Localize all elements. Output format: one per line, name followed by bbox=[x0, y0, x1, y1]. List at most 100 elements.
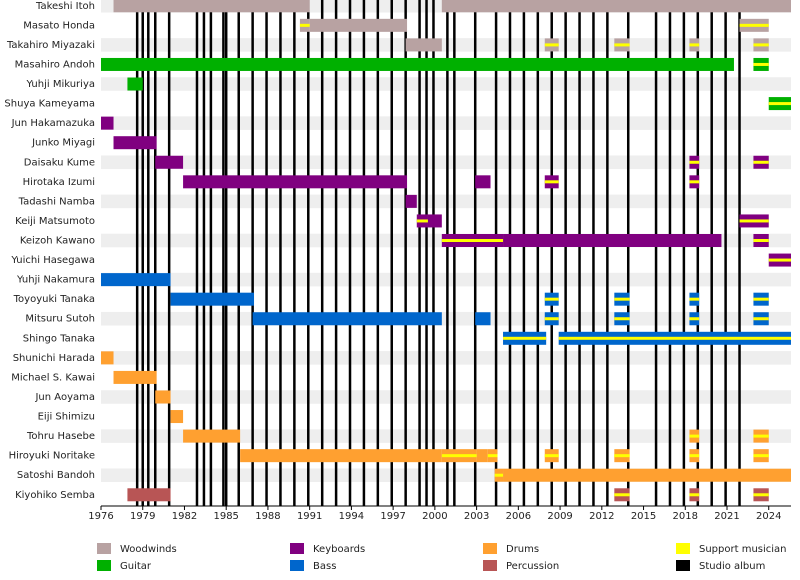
member-bar bbox=[101, 57, 734, 71]
legend-swatch bbox=[676, 560, 690, 571]
member-bar bbox=[475, 175, 491, 189]
member-bar bbox=[405, 38, 442, 52]
support-stripe bbox=[739, 219, 769, 223]
row-label: Tohru Hasebe bbox=[26, 431, 95, 442]
row-label: Masahiro Andoh bbox=[15, 59, 95, 70]
support-stripe bbox=[768, 102, 791, 106]
member-bar bbox=[155, 155, 184, 169]
x-tick-label: 2018 bbox=[673, 511, 698, 522]
row-label: Junko Miyagi bbox=[31, 138, 95, 149]
member-bar bbox=[503, 468, 791, 482]
row-label: Yuhji Mikuriya bbox=[25, 79, 95, 90]
legend-swatch bbox=[97, 543, 111, 554]
support-stripe bbox=[544, 317, 559, 321]
support-stripe bbox=[689, 297, 700, 301]
row-label: Yuichi Hasegawa bbox=[10, 255, 95, 266]
row-label: Daisaku Kume bbox=[24, 157, 95, 168]
support-stripe bbox=[441, 239, 504, 242]
row-band bbox=[101, 194, 791, 209]
legend-label: Support musician bbox=[699, 544, 787, 555]
row-label: Takahiro Miyazaki bbox=[6, 40, 95, 51]
row-label: Masato Honda bbox=[23, 20, 95, 31]
support-stripe bbox=[487, 454, 498, 458]
row-label: Tadashi Namba bbox=[18, 196, 95, 207]
row-label: Yuhji Nakamura bbox=[16, 275, 95, 286]
support-stripe bbox=[689, 43, 700, 47]
support-stripe bbox=[689, 160, 700, 164]
support-stripe bbox=[503, 336, 547, 340]
x-tick-label: 2015 bbox=[631, 511, 656, 522]
member-bar bbox=[476, 449, 488, 463]
member-bar bbox=[155, 390, 171, 404]
member-bar bbox=[252, 312, 442, 326]
member-bar bbox=[101, 351, 114, 365]
member-bar bbox=[183, 175, 408, 189]
support-stripe bbox=[768, 258, 791, 262]
member-bar bbox=[127, 77, 143, 91]
member-bar bbox=[113, 370, 157, 384]
row-label: Jun Aoyama bbox=[34, 392, 95, 403]
member-bar bbox=[475, 312, 491, 326]
row-band bbox=[101, 116, 791, 130]
row-label: Shunichi Harada bbox=[13, 353, 95, 364]
row-label: Keiji Matsumoto bbox=[15, 216, 95, 227]
support-stripe bbox=[299, 23, 310, 27]
row-label: Hirotaka Izumi bbox=[23, 177, 95, 188]
support-stripe bbox=[614, 297, 630, 301]
support-stripe bbox=[544, 297, 559, 301]
member-bar bbox=[113, 0, 310, 13]
row-label: Kiyohiko Semba bbox=[15, 490, 95, 501]
member-bar bbox=[183, 429, 241, 443]
x-tick-label: 1985 bbox=[213, 511, 238, 522]
support-stripe bbox=[689, 454, 700, 458]
support-stripe bbox=[753, 493, 769, 497]
row-label: Satoshi Bandoh bbox=[17, 470, 95, 481]
support-stripe bbox=[441, 454, 477, 458]
support-stripe bbox=[753, 62, 769, 66]
support-stripe bbox=[753, 317, 769, 321]
support-stripe bbox=[753, 239, 769, 242]
legend-label: Percussion bbox=[506, 561, 559, 572]
support-stripe bbox=[494, 473, 504, 477]
member-bar bbox=[170, 410, 184, 424]
x-tick-label: 2006 bbox=[506, 511, 531, 522]
x-tick-label: 1988 bbox=[255, 511, 280, 522]
support-stripe bbox=[739, 23, 769, 27]
legend-swatch bbox=[290, 543, 304, 554]
row-label: Mitsuru Sutoh bbox=[25, 314, 95, 325]
legend-swatch bbox=[290, 560, 304, 571]
member-bar bbox=[427, 214, 442, 228]
member-bar bbox=[309, 18, 408, 32]
legend-label: Keyboards bbox=[313, 544, 365, 555]
x-tick-label: 1979 bbox=[130, 511, 155, 522]
support-stripe bbox=[753, 434, 769, 438]
legend-swatch bbox=[676, 543, 690, 554]
legend-label: Bass bbox=[313, 561, 336, 572]
member-bar bbox=[441, 0, 791, 13]
x-tick-label: 1994 bbox=[339, 511, 364, 522]
member-bar bbox=[127, 488, 171, 502]
member-bar bbox=[170, 292, 255, 306]
x-tick-label: 2012 bbox=[589, 511, 614, 522]
row-band bbox=[101, 155, 791, 170]
member-bar bbox=[113, 136, 157, 150]
support-stripe bbox=[614, 493, 630, 497]
support-stripe bbox=[689, 317, 700, 321]
support-stripe bbox=[544, 43, 559, 47]
row-band bbox=[101, 77, 791, 91]
support-stripe bbox=[614, 454, 630, 458]
row-label: Hiroyuki Noritake bbox=[9, 451, 95, 462]
x-tick-label: 2003 bbox=[464, 511, 489, 522]
x-tick-label: 2000 bbox=[422, 511, 447, 522]
legend-swatch bbox=[97, 560, 111, 571]
row-band bbox=[101, 429, 791, 443]
support-stripe bbox=[689, 434, 700, 438]
support-stripe bbox=[753, 297, 769, 301]
x-tick-label: 2021 bbox=[714, 511, 739, 522]
x-tick-label: 1991 bbox=[297, 511, 322, 522]
support-stripe bbox=[544, 180, 559, 184]
support-stripe bbox=[689, 493, 700, 497]
legend-swatch bbox=[483, 543, 497, 554]
row-label: Eiji Shimizu bbox=[38, 412, 95, 423]
